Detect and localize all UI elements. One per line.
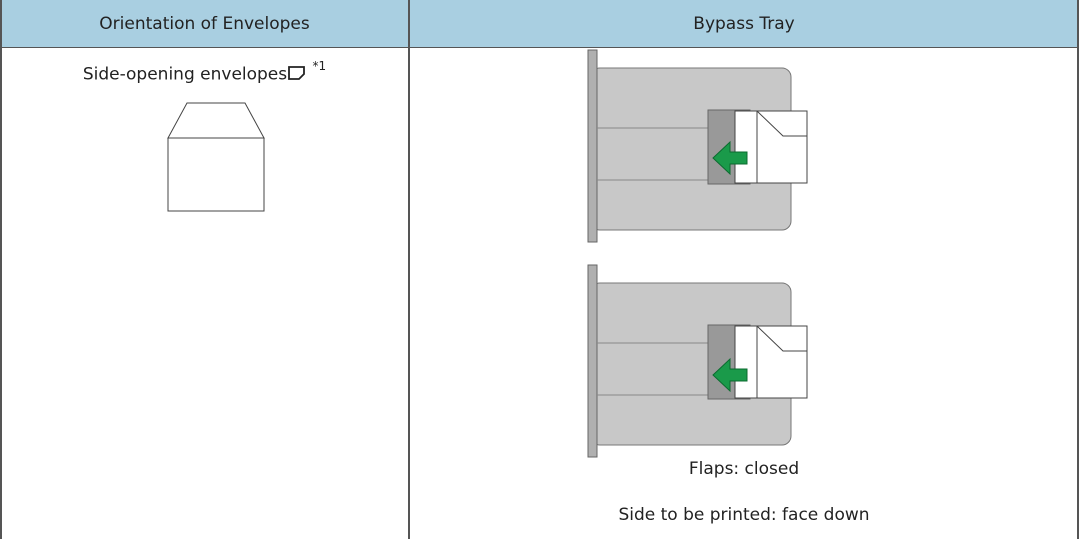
tray-figure (587, 264, 808, 458)
envelope-label: Side-opening envelopes (82, 64, 288, 85)
cell-text: Side to be printed: face down (618, 505, 870, 525)
tray-figure (587, 49, 808, 243)
envelope-drawing (167, 102, 265, 212)
table-header: Bypass Tray (409, 0, 1079, 48)
table-border (0, 0, 2, 539)
cell-text: Side-opening envelopes *1 (0, 59, 409, 85)
table-header: Orientation of Envelopes (0, 0, 409, 48)
table-border (1077, 0, 1079, 539)
footnote-ref: *1 (312, 59, 327, 73)
table-border (408, 0, 410, 539)
tray-illustrations (587, 49, 808, 458)
cell-text: Flaps: closed (688, 459, 800, 479)
orientation-icon (288, 65, 306, 80)
